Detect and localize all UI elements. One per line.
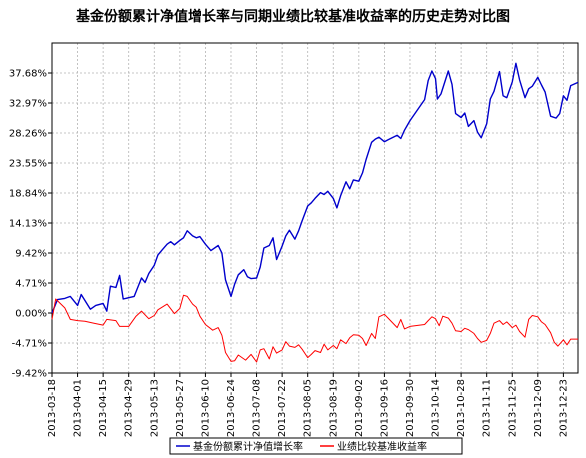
x-tick-label: 2013-09-30 [405, 379, 416, 437]
y-tick-label: 0.00% [15, 309, 47, 320]
x-tick-label: 2013-09-02 [354, 379, 365, 437]
x-tick-label: 2013-12-23 [558, 379, 569, 437]
series-line-fund-nav-growth [51, 62, 579, 314]
x-tick-label: 2013-06-24 [226, 379, 237, 437]
x-tick-label: 2013-03-18 [47, 379, 58, 437]
y-tick-label: 18.84% [9, 189, 47, 200]
chart-title: 基金份额累计净值增长率与同期业绩比较基准收益率的历史走势对比图 [76, 9, 510, 25]
x-axis: 2013-03-18 2013-04-01 2013-04-15 2013-04-29… [47, 373, 569, 437]
y-tick-label: 4.71% [15, 279, 47, 290]
x-tick-label: 2013-11-25 [507, 379, 518, 437]
series-line-benchmark-return [51, 294, 578, 363]
x-tick-label: 2013-08-19 [328, 379, 339, 437]
y-tick-label: 32.97% [9, 99, 47, 110]
series-lines [51, 62, 579, 363]
legend-box [169, 437, 463, 455]
y-tick-label: 23.55% [9, 159, 47, 170]
x-tick-label: 2013-04-15 [98, 379, 109, 437]
y-tick-label: -4.71% [12, 339, 47, 350]
x-tick-label: 2013-08-05 [303, 379, 314, 437]
x-tick-label: 2013-10-28 [456, 379, 467, 437]
x-tick-label: 2013-05-13 [149, 379, 160, 437]
x-tick-label: 2013-09-16 [379, 379, 390, 437]
plot-area-frame [51, 42, 579, 374]
x-tick-label: 2013-04-29 [124, 379, 135, 437]
y-tick-label: 37.68% [9, 69, 47, 80]
y-tick-label: -9.42% [12, 369, 47, 380]
y-tick-label: 28.26% [9, 129, 47, 140]
x-tick-label: 2013-11-11 [482, 379, 493, 437]
legend-label-benchmark-return: 业绩比较基准收益率 [337, 440, 427, 453]
legend-label-fund-nav-growth: 基金份额累计净值增长率 [193, 440, 303, 453]
x-tick-label: 2013-10-14 [431, 379, 442, 437]
legend: 基金份额累计净值增长率 业绩比较基准收益率 [169, 437, 463, 455]
x-tick-label: 2013-12-09 [533, 379, 544, 437]
x-tick-label: 2013-07-08 [252, 379, 263, 437]
y-tick-label: 9.42% [15, 249, 47, 260]
x-tick-label: 2013-07-22 [277, 379, 288, 437]
y-axis: 37.68% 32.97% 28.26% 23.55% 18.84% 14.13% 9.42… [9, 69, 52, 380]
x-tick-label: 2013-04-01 [73, 379, 84, 437]
x-tick-label: 2013-06-10 [200, 379, 211, 437]
y-tick-label: 14.13% [9, 219, 47, 230]
x-tick-label: 2013-05-27 [175, 379, 186, 437]
